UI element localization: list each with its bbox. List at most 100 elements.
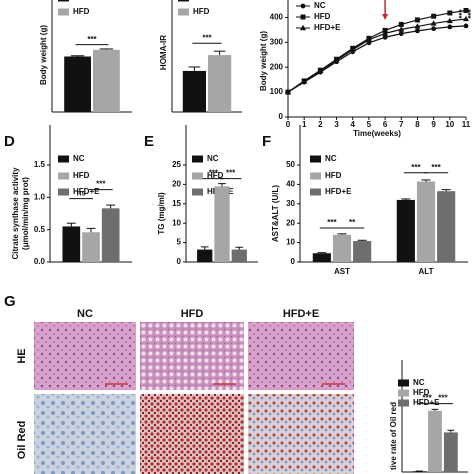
y-axis-label: Body weight (g) — [39, 25, 48, 85]
point — [447, 24, 453, 30]
x-tick-label: 10 — [445, 120, 454, 129]
bar — [101, 208, 120, 262]
point — [431, 26, 437, 32]
bar — [437, 191, 456, 262]
y-tick-label: 50 — [286, 160, 295, 169]
legend-swatch — [58, 8, 69, 16]
legend-label: NC — [413, 378, 425, 387]
legend-swatch — [398, 389, 409, 397]
legend-label: HFD — [325, 171, 342, 180]
x-tick-label: 8 — [415, 120, 420, 129]
legend-swatch — [58, 155, 69, 163]
bar — [93, 49, 120, 112]
legend-label: HFD — [193, 7, 210, 16]
bar — [62, 226, 81, 262]
x-tick-label: 0 — [286, 120, 291, 129]
point — [446, 17, 453, 24]
oilred-image-hfde — [248, 394, 354, 474]
point — [463, 7, 469, 13]
y-tick-label: 400 — [270, 13, 284, 22]
point — [349, 46, 356, 52]
point — [317, 67, 324, 74]
y-tick-label: 25 — [172, 160, 181, 169]
x-tick-label: 6 — [383, 120, 388, 129]
point — [398, 31, 404, 37]
bar — [396, 199, 415, 262]
annotation: *** — [87, 35, 97, 44]
arrow-head — [382, 14, 389, 20]
legend-swatch — [310, 155, 321, 163]
oilred-image-hfd — [140, 394, 244, 474]
y-tick-label: 300 — [270, 37, 284, 46]
legend-swatch — [398, 399, 409, 407]
y-tick-label: 0.0 — [34, 257, 46, 266]
x-tick-label: 5 — [367, 120, 372, 129]
line — [287, 25, 467, 93]
legend-label: HFD+E — [413, 398, 440, 407]
legend-swatch — [192, 155, 203, 163]
legend-label: NC — [325, 154, 337, 163]
annotation: *** — [209, 169, 219, 178]
legend-swatch — [192, 172, 203, 180]
x-tick-label: 9 — [431, 120, 436, 129]
annotation: *** — [96, 180, 106, 189]
x-tick-label: ALT — [419, 267, 434, 276]
legend-label: NC — [73, 154, 85, 163]
point — [414, 17, 420, 23]
legend-label: NC — [73, 0, 85, 2]
legend-label: NC — [314, 1, 326, 10]
bar — [182, 70, 206, 112]
bar — [197, 249, 213, 262]
legend-swatch — [310, 188, 321, 196]
x-tick-label: 1 — [302, 120, 307, 129]
x-tick-label: 7 — [399, 120, 404, 129]
legend-swatch — [178, 8, 189, 16]
legend-label: HFD+E — [73, 187, 100, 196]
legend-swatch — [58, 188, 69, 196]
y-tick-label: 20 — [172, 180, 181, 189]
bar — [64, 56, 91, 112]
annotation: *** — [431, 163, 441, 172]
point — [382, 34, 388, 40]
y-tick-label: 10 — [286, 238, 295, 247]
x-tick-label: AST — [334, 267, 350, 276]
oilred-image-nc — [34, 394, 136, 474]
row-label: HE — [16, 348, 28, 363]
legend-marker — [300, 14, 306, 20]
he-image-hfde — [248, 322, 354, 390]
bar — [82, 232, 100, 262]
column-header: HFD+E — [283, 308, 319, 320]
point — [365, 36, 372, 43]
y-axis-label: (μmol/min/mg prot) — [21, 177, 30, 250]
column-header: HFD — [181, 308, 204, 320]
legend-swatch — [58, 172, 69, 180]
y-axis-label: tive rate of Oil red — [389, 402, 398, 470]
legend-marker — [300, 24, 306, 31]
y-axis-label: Body weight (g) — [259, 31, 268, 91]
x-tick-label: 11 — [462, 120, 471, 129]
legend-label: NC — [207, 154, 219, 163]
y-tick-label: 20 — [286, 218, 295, 227]
legend-label: HFD — [73, 171, 90, 180]
legend-label: NC — [193, 0, 205, 2]
point — [431, 13, 437, 19]
bar — [416, 181, 436, 262]
point — [398, 26, 405, 32]
annotation: *** — [463, 9, 472, 19]
legend-label: HFD — [314, 12, 331, 21]
point — [415, 28, 420, 34]
legend-swatch — [178, 0, 189, 2]
point — [301, 78, 308, 84]
legend-label: HFD+E — [314, 23, 341, 32]
y-tick-label: 10 — [172, 218, 181, 227]
point — [382, 30, 389, 36]
y-tick-label: 200 — [270, 62, 284, 71]
point — [463, 23, 469, 29]
bar — [353, 241, 372, 262]
y-tick-label: 1.0 — [34, 192, 46, 201]
bar — [231, 249, 247, 262]
annotation: *** — [327, 218, 337, 227]
bar — [312, 253, 331, 262]
panel-label: F — [262, 133, 271, 150]
